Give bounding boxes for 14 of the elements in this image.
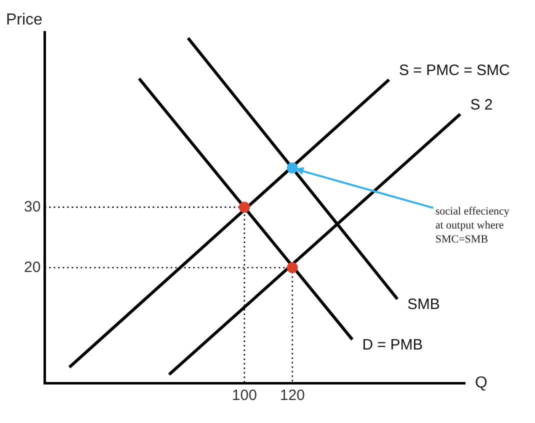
annotation: social effeciency at output where SMC=SMB [435,205,510,246]
y-tick-label: 30 [24,198,41,216]
point [238,202,250,213]
y-tick-label: 20 [24,258,41,276]
series-label: SMB [407,296,440,314]
y-axis-title: Price [6,11,43,28]
series-label: S 2 [470,96,493,114]
series-label: S = PMC = SMC [398,62,510,79]
x-tick-label: 120 [280,387,305,404]
point [286,262,298,274]
x-axis-title: Q [475,374,488,392]
x-tick-label: 100 [232,387,257,404]
series-label: D = PMB [362,336,423,354]
point [286,162,298,174]
